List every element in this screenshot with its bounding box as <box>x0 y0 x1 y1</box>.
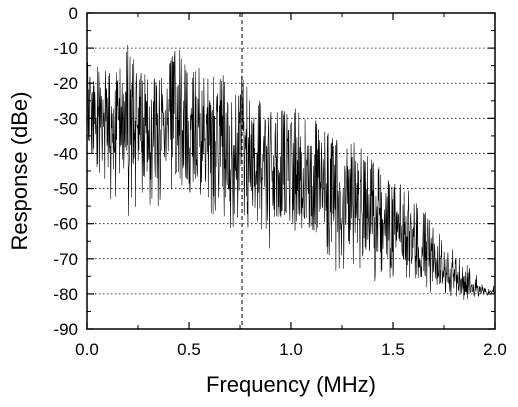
y-tick-label: -50 <box>53 180 78 199</box>
series-line <box>86 44 496 301</box>
x-tick-label: 2.0 <box>483 340 507 359</box>
y-tick-label: -90 <box>53 320 78 339</box>
y-tick-label: 0 <box>69 4 78 23</box>
x-tick-label: 0.5 <box>177 340 201 359</box>
ticks <box>86 12 496 330</box>
plot-area <box>87 13 495 329</box>
y-tick-label: -10 <box>53 39 78 58</box>
x-tick-label: 1.5 <box>381 340 405 359</box>
y-tick-label: -20 <box>53 74 78 93</box>
y-axis-title: Response (dBe) <box>7 92 32 251</box>
x-axis-title: Frequency (MHz) <box>206 372 376 397</box>
x-tick-label: 0.0 <box>75 340 99 359</box>
y-tick-label: -70 <box>53 250 78 269</box>
x-tick-label: 1.0 <box>279 340 303 359</box>
y-tick-label: -80 <box>53 285 78 304</box>
y-tick-label: -40 <box>53 144 78 163</box>
y-tick-label: -30 <box>53 109 78 128</box>
y-tick-label: -60 <box>53 215 78 234</box>
tick-labels: 0.0 0.5 1.0 1.5 2.0 0 -10 -20 -30 -40 -50 -60 -70 -80… <box>53 4 506 359</box>
series-layer <box>86 44 496 301</box>
